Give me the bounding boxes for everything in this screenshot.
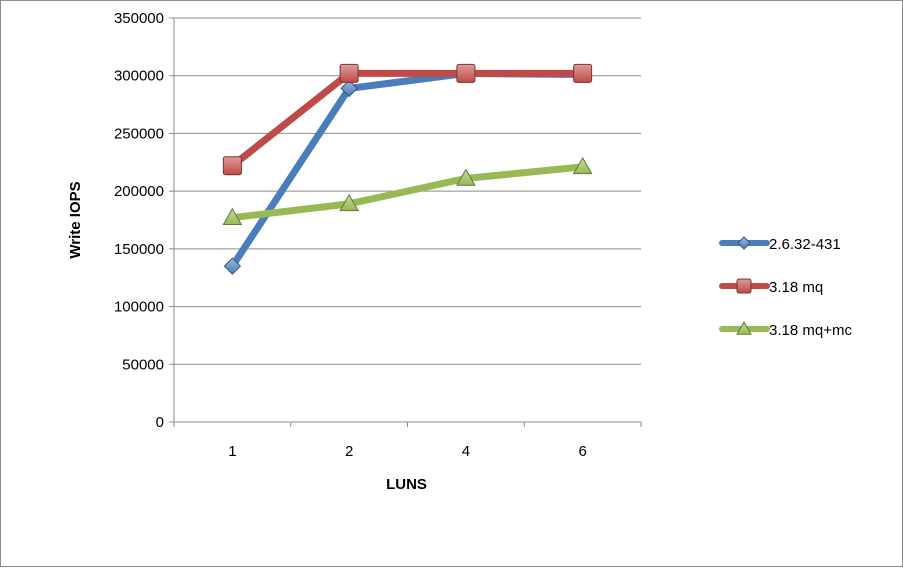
y-axis-ticks: 0 50000 100000 150000 200000 250000 300000 3500…	[114, 10, 174, 431]
y-tick-label: 200000	[114, 183, 164, 200]
diamond-marker	[223, 257, 242, 275]
y-tick-label: 350000	[114, 10, 164, 27]
square-marker	[339, 63, 359, 83]
y-axis-label: Write IOPS	[67, 181, 84, 258]
triangle-marker	[339, 193, 359, 212]
x-tick-label: 6	[578, 443, 586, 460]
y-tick-label: 300000	[114, 68, 164, 85]
square-marker	[222, 156, 242, 176]
legend-label: 3.18 mq+mc	[769, 322, 852, 339]
series-lines	[222, 63, 593, 275]
legend-entry: 3.18 mq+mc	[719, 320, 852, 339]
triangle-marker	[572, 156, 593, 175]
y-tick-label: 250000	[114, 125, 164, 142]
legend-label: 3.18 mq	[769, 279, 823, 296]
legend-entry: 3.18 mq	[719, 278, 823, 296]
y-tick-label: 150000	[114, 241, 164, 258]
legend-label: 2.6.32-431	[769, 236, 841, 253]
x-tick-label: 2	[345, 443, 353, 460]
square-marker	[573, 63, 593, 83]
triangle-marker	[222, 207, 243, 225]
legend: 2.6.32-431 3.18 mq 3.18 mq+mc	[719, 236, 852, 339]
triangle-marker	[456, 168, 476, 186]
x-axis-label: LUNS	[386, 476, 427, 493]
series-line	[228, 163, 587, 222]
axes	[173, 18, 641, 423]
legend-entry: 2.6.32-431	[719, 236, 841, 253]
series-3-18-mq	[222, 63, 593, 176]
y-tick-label: 0	[156, 414, 164, 431]
diamond-marker	[737, 236, 751, 250]
series-3-18-mq-mc	[222, 156, 593, 225]
triangle-marker	[736, 320, 752, 335]
series-line	[228, 69, 587, 170]
y-tick-label: 100000	[114, 299, 164, 316]
x-axis-ticks: 1 2 4 6	[173, 422, 642, 460]
x-tick-label: 4	[462, 443, 470, 460]
y-tick-label: 50000	[122, 356, 164, 373]
diamond-marker	[340, 79, 358, 98]
x-tick-label: 1	[228, 443, 236, 460]
square-marker	[456, 63, 476, 83]
square-marker	[736, 278, 752, 294]
